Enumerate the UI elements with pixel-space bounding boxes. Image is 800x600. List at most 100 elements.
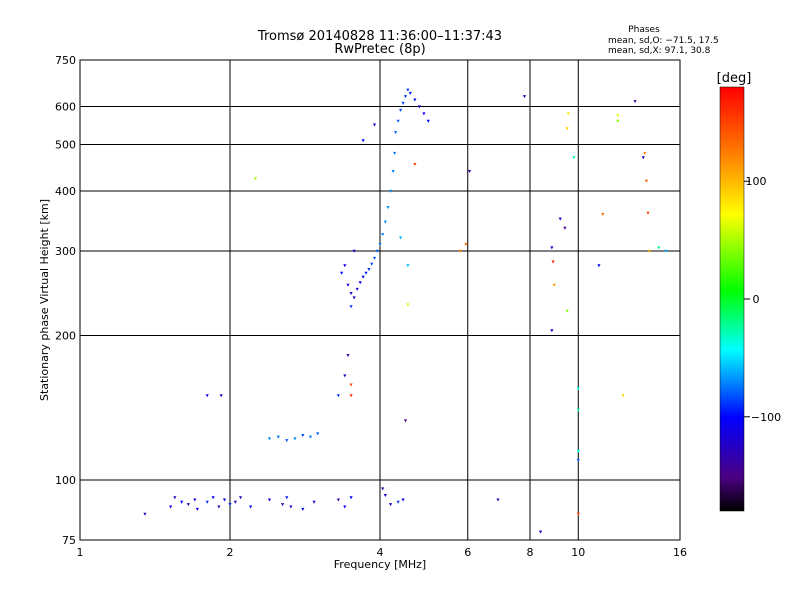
x-tick-label: 16	[673, 546, 687, 559]
data-point	[406, 88, 410, 92]
data-point	[563, 226, 567, 230]
data-point	[641, 156, 645, 160]
x-axis-label: Frequency [MHz]	[334, 558, 426, 571]
data-point	[576, 512, 580, 516]
data-point	[169, 505, 173, 509]
data-point	[253, 177, 258, 181]
data-point	[664, 249, 668, 253]
data-point	[195, 507, 199, 511]
data-point	[349, 383, 353, 387]
data-point	[572, 156, 576, 160]
y-tick-label: 200	[55, 330, 76, 343]
data-point	[386, 206, 390, 210]
data-point	[399, 236, 403, 240]
data-point	[496, 498, 500, 502]
data-point	[644, 179, 649, 183]
data-point	[565, 127, 569, 131]
data-point	[601, 212, 605, 216]
data-point	[358, 281, 362, 285]
data-point	[403, 419, 408, 423]
data-point	[383, 220, 387, 224]
x-tick-label: 8	[527, 546, 534, 559]
data-point	[417, 105, 422, 109]
chart-subtitle: RwPretec (8p)	[334, 42, 425, 57]
y-tick-label: 100	[55, 474, 76, 487]
data-point	[312, 500, 316, 504]
data-point	[566, 112, 570, 116]
data-point	[349, 305, 353, 309]
data-point	[219, 394, 223, 398]
data-point	[396, 119, 400, 123]
y-tick-labels: 75 100 200 300 400 500 600 750	[55, 54, 76, 547]
data-point	[280, 503, 285, 507]
data-point	[205, 500, 209, 504]
data-point	[267, 437, 272, 441]
data-point	[597, 264, 601, 268]
data-point	[643, 151, 647, 155]
data-point	[340, 271, 344, 275]
data-point	[361, 139, 365, 143]
data-point	[558, 217, 562, 221]
data-points	[143, 88, 668, 534]
data-point	[408, 91, 412, 95]
data-point	[285, 439, 289, 443]
data-point	[233, 500, 237, 504]
data-point	[375, 249, 379, 253]
data-point	[301, 507, 305, 511]
data-point	[633, 100, 637, 104]
data-point	[399, 108, 403, 112]
data-point	[289, 505, 293, 509]
colorbar-ticks: 100 0 −100	[744, 175, 781, 424]
x-tick-label: 1	[77, 546, 84, 559]
data-point	[413, 162, 417, 166]
data-point	[467, 169, 472, 173]
data-point	[186, 503, 190, 507]
data-point	[308, 435, 313, 439]
data-point	[464, 242, 468, 246]
data-point	[352, 249, 356, 253]
plot-frame	[79, 59, 681, 541]
data-point	[180, 500, 184, 504]
data-point	[193, 498, 197, 502]
colorbar	[719, 86, 745, 512]
data-point	[388, 189, 393, 193]
stats-heading: Phases	[628, 25, 660, 35]
data-point	[222, 498, 227, 502]
data-point	[205, 394, 209, 398]
data-point	[352, 296, 356, 300]
data-point	[616, 114, 620, 118]
data-point	[401, 498, 405, 502]
y-tick-label: 600	[55, 101, 76, 114]
colorbar-tick-label: 100	[746, 175, 767, 188]
stats-line-o: mean, sd,O: −71.5, 17.5	[608, 36, 719, 46]
data-point	[565, 309, 569, 313]
colorbar-label: [deg]	[717, 71, 752, 86]
data-point	[276, 435, 280, 439]
data-point	[458, 249, 463, 253]
x-tick-label: 6	[464, 546, 471, 559]
data-point	[346, 283, 350, 287]
y-axis-label: Stationary phase Virtual Height [km]	[38, 199, 51, 401]
data-point	[403, 95, 408, 99]
x-tick-label: 4	[377, 546, 384, 559]
data-point	[621, 394, 625, 398]
y-tick-label: 750	[55, 54, 76, 67]
y-tick-label: 75	[62, 534, 76, 547]
data-point	[391, 169, 395, 173]
data-point	[336, 498, 340, 502]
data-point	[249, 505, 253, 509]
data-point	[388, 503, 393, 507]
y-tick-label: 300	[55, 245, 76, 258]
data-point	[381, 233, 385, 237]
data-point	[406, 303, 410, 307]
data-point	[238, 496, 243, 500]
data-point	[646, 211, 650, 215]
data-point	[343, 374, 347, 378]
data-point	[370, 262, 374, 266]
stats-line-x: mean, sd,X: 97.1, 30.8	[608, 46, 711, 56]
data-point	[267, 498, 272, 502]
data-point	[576, 449, 580, 453]
data-point	[401, 101, 405, 105]
data-point	[396, 500, 400, 504]
